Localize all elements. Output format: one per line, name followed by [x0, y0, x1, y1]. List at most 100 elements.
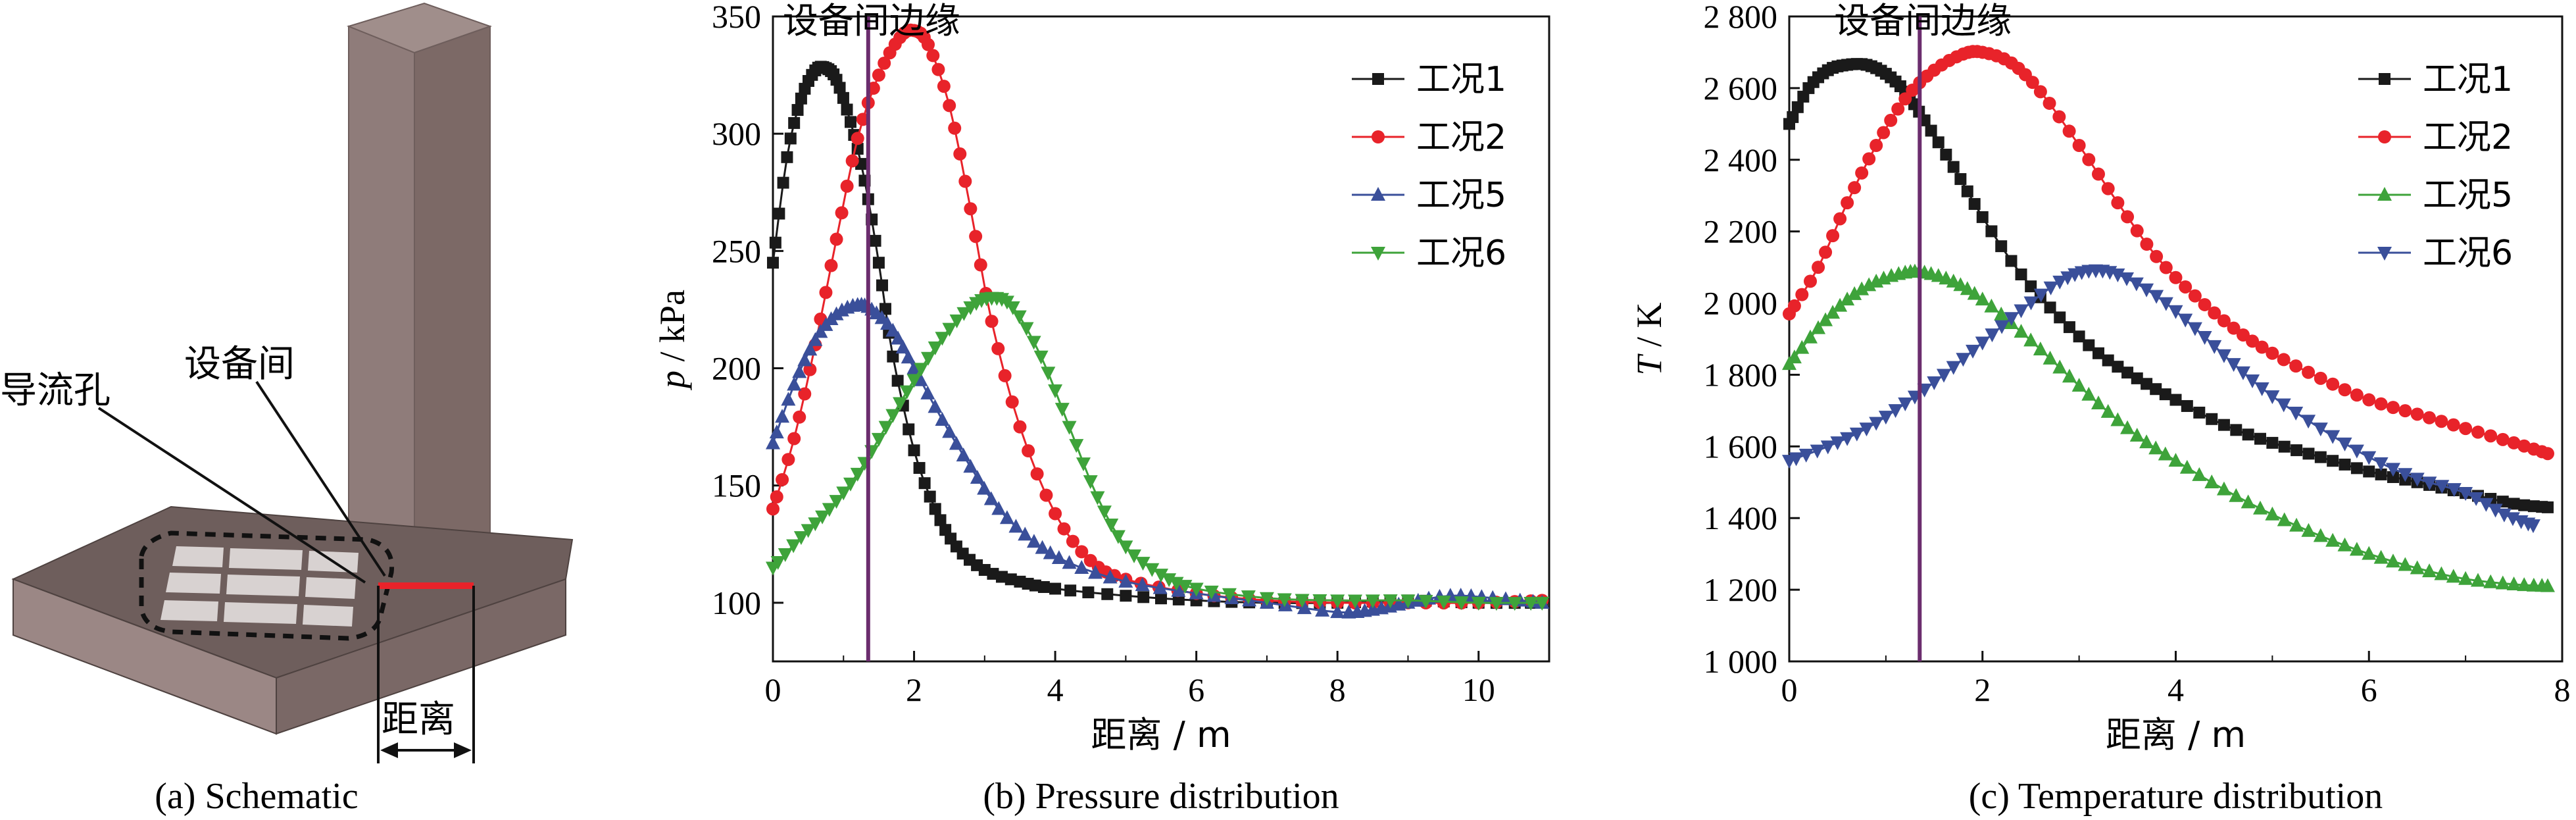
legend-marker: [2377, 187, 2392, 201]
data-point: [1862, 277, 1877, 292]
data-point: [1826, 229, 1840, 243]
data-point: [1083, 475, 1098, 490]
data-point: [1330, 594, 1345, 609]
legend-label: 工况5: [2423, 176, 2513, 215]
data-point: [2072, 139, 2086, 152]
data-point: [2458, 571, 2473, 585]
data-point: [1054, 403, 1070, 417]
data-point: [2025, 76, 2039, 90]
series-line: [1788, 270, 2548, 588]
data-point: [2159, 388, 2171, 401]
data-point: [2110, 269, 2125, 282]
data-point: [1155, 592, 1167, 605]
data-point: [928, 399, 943, 413]
data-point: [1312, 594, 1327, 608]
data-point: [1048, 384, 1063, 399]
data-point: [1535, 596, 1550, 611]
data-point: [2517, 577, 2532, 592]
data-point: [2121, 210, 2135, 224]
data-point: [2387, 471, 2399, 483]
x-tick-label: 2: [906, 671, 922, 708]
data-point: [2541, 501, 2554, 513]
data-point: [2227, 321, 2241, 335]
data-point: [1878, 411, 1893, 425]
y-tick-label: 2 400: [1704, 141, 1778, 178]
data-point: [1975, 292, 1990, 306]
data-point: [2265, 390, 2280, 405]
data-point: [958, 174, 972, 188]
data-point: [2435, 415, 2448, 428]
legend-entry: 工况5: [1352, 176, 1506, 215]
data-point: [1162, 573, 1177, 588]
data-point: [2226, 358, 2241, 372]
y-tick-label: 1 200: [1704, 571, 1778, 608]
data-point: [1041, 367, 1056, 381]
data-point: [1976, 211, 1989, 223]
data-point: [2245, 374, 2260, 388]
data-point: [840, 179, 854, 193]
data-point: [2350, 388, 2364, 402]
data-point: [1812, 261, 1825, 274]
data-point: [1833, 212, 1847, 226]
data-point: [1984, 298, 1999, 313]
data-point: [2178, 313, 2193, 328]
data-point: [977, 480, 992, 495]
data-point: [1043, 545, 1058, 559]
data-point: [991, 342, 1005, 355]
legend-entry: 工况1: [1352, 60, 1506, 99]
data-point: [829, 495, 844, 509]
data-point: [1840, 292, 1855, 306]
data-point: [1795, 288, 1809, 301]
data-point: [1033, 350, 1049, 365]
data-point: [991, 501, 1006, 515]
y-tick-label: 2 200: [1704, 213, 1778, 250]
data-point: [822, 503, 837, 517]
data-point: [2434, 566, 2449, 580]
legend-marker: [1372, 130, 1385, 143]
data-point: [1154, 569, 1168, 583]
data-point: [791, 104, 804, 116]
data-point: [949, 436, 964, 450]
data-point: [2217, 419, 2230, 431]
data-point: [1026, 336, 1041, 350]
data-point: [1074, 559, 1089, 574]
data-point: [2159, 261, 2173, 274]
data-point: [801, 524, 816, 538]
data-point: [2349, 542, 2364, 556]
data-point: [1189, 582, 1204, 597]
data-point: [837, 91, 849, 104]
data-point: [1137, 591, 1150, 603]
data-point: [2254, 432, 2267, 445]
data-point: [935, 332, 950, 346]
data-point: [935, 411, 950, 426]
legend-entry: 工况2: [2358, 118, 2513, 157]
data-point: [942, 424, 957, 438]
data-point: [920, 385, 935, 399]
caption-a: (a) Schematic: [155, 776, 358, 817]
data-point: [784, 132, 797, 145]
x-tick-label: 6: [2361, 671, 2377, 708]
data-point: [1819, 245, 1833, 259]
data-point: [931, 63, 945, 76]
leader-hole: [97, 407, 366, 584]
data-point: [1994, 306, 2009, 320]
data-point: [1062, 555, 1077, 569]
data-point: [2043, 281, 2058, 295]
data-point: [1135, 577, 1150, 592]
data-point: [845, 116, 856, 128]
data-point: [1787, 111, 1799, 123]
data-point: [2150, 249, 2164, 263]
data-point: [781, 392, 796, 406]
data-point: [1891, 102, 1905, 116]
data-point: [2033, 85, 2047, 99]
y-tick-label: 350: [712, 0, 761, 35]
data-point: [887, 350, 899, 363]
data-point: [2291, 444, 2303, 457]
legend-label: 工况5: [1416, 176, 1506, 215]
data-point: [949, 314, 964, 328]
data-point: [1090, 491, 1105, 505]
data-point: [776, 473, 789, 486]
data-point: [2277, 353, 2291, 367]
data-point: [2483, 574, 2498, 588]
data-point: [1436, 596, 1451, 610]
